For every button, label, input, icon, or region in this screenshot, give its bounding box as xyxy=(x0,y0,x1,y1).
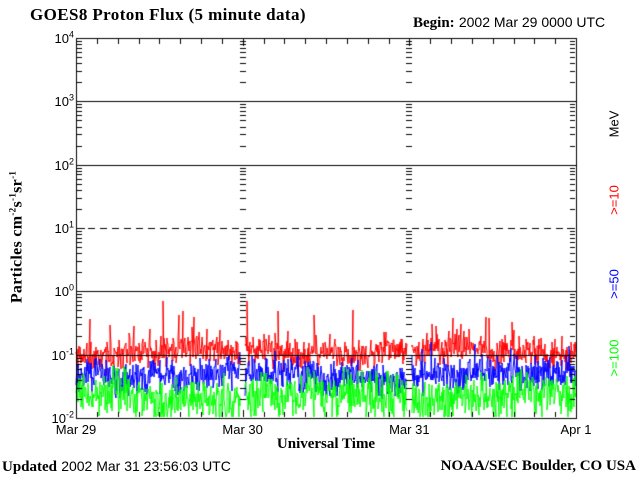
y-axis-label-part: -1 xyxy=(7,192,18,201)
begin-value: 2002 Mar 29 0000 UTC xyxy=(458,14,606,30)
legend-series-label: >=100 xyxy=(606,339,622,377)
y-axis-label-part: Particles cm xyxy=(8,215,26,304)
x-tick-label: Mar 29 xyxy=(55,422,97,437)
y-tick-label: 10-1 xyxy=(51,346,74,363)
y-tick-label: 103 xyxy=(54,92,74,110)
x-tick-label: Mar 30 xyxy=(222,422,263,437)
credit-text: NOAA/SEC Boulder, CO USA xyxy=(440,458,636,474)
y-tick-label: 10-2 xyxy=(51,409,74,426)
chart-title: GOES8 Proton Flux (5 minute data) xyxy=(30,5,306,24)
y-axis-label-part: -2 xyxy=(7,207,18,216)
begin-label: Begin: xyxy=(413,15,455,31)
y-axis-label-part: -1 xyxy=(7,170,18,179)
legend-unit-label: MeV xyxy=(606,110,622,138)
x-tick-label: Mar 31 xyxy=(389,422,430,437)
y-axis-label: Particles cm-2s-1sr-1 xyxy=(7,171,26,303)
y-tick-label: 100 xyxy=(54,282,74,300)
begin-timestamp: Begin: 2002 Mar 29 0000 UTC xyxy=(413,14,605,32)
legend-series-label: >=10 xyxy=(606,185,622,215)
y-tick-label: 104 xyxy=(54,29,74,46)
y-tick-label: 101 xyxy=(54,219,74,236)
updated-label: Updated xyxy=(2,459,58,475)
y-axis-label-part: s xyxy=(8,200,26,208)
updated-value: 2002 Mar 31 23:56:03 UTC xyxy=(61,458,231,474)
y-axis-label-part: sr xyxy=(8,178,26,193)
updated-timestamp: Updated 2002 Mar 31 23:56:03 UTC xyxy=(2,458,231,476)
x-tick-label: Apr 1 xyxy=(560,422,592,437)
y-tick-label: 102 xyxy=(54,156,74,173)
legend-series-label: >=50 xyxy=(606,269,622,299)
x-axis-label: Universal Time xyxy=(276,436,376,452)
